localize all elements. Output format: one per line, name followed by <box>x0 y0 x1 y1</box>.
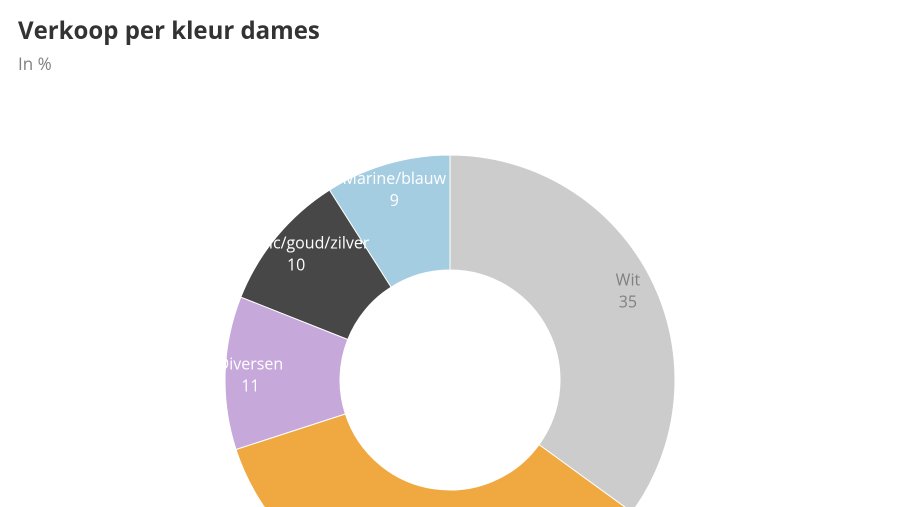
slice-value: 10 <box>287 254 305 276</box>
slice-value: 9 <box>390 189 399 211</box>
slice-label: Diversen <box>218 353 284 375</box>
slice-label: Marine/blauw <box>343 167 447 189</box>
donut-chart: Wit35 Marine/blauw9 Metallic/goud/zilver10… <box>0 0 900 507</box>
slice-label: Metallic/goud/zilver <box>223 232 370 254</box>
donut-slice <box>450 155 675 507</box>
slice-value: 35 <box>619 290 637 312</box>
slice-label: Wit <box>616 268 641 290</box>
slice-value: 11 <box>241 375 259 397</box>
